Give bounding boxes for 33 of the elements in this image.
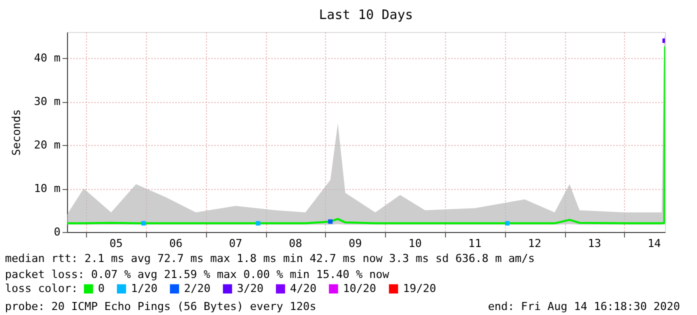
y-tick-label: 20 m (34, 138, 61, 152)
x-tick-label: 05 (109, 237, 123, 250)
legend-label: 0 (98, 282, 105, 295)
legend-label: 4/20 (290, 282, 316, 295)
point (505, 221, 510, 226)
text: end: Fri Aug 14 16:18:30 2020 (488, 300, 680, 313)
legend-label: 10/20 (343, 282, 376, 295)
x-tick-label: 13 (588, 237, 602, 250)
x-tick-label: 14 (648, 237, 662, 250)
x-tick-label: 11 (468, 237, 482, 250)
x-tick-label: 09 (348, 237, 362, 250)
legend-label: 3/20 (237, 282, 264, 295)
point (256, 221, 260, 226)
legend-label: 19/20 (403, 282, 436, 295)
legend-label: 2/20 (184, 282, 210, 295)
y-tick-label: 40 m (34, 52, 61, 65)
point (328, 219, 333, 224)
chart-title: Last 10 Days (319, 8, 413, 23)
y-tick-label: 10 m (34, 182, 61, 196)
x-tick-label: 12 (528, 237, 542, 250)
y-tick-label: 30 m (34, 95, 61, 108)
x-tick-label: 10 (408, 237, 422, 250)
y-tick-label: 0 (54, 226, 60, 238)
text: packet loss: 0.07 % avg 21.59 % max 0.00 % min 15.40 % now (5, 268, 390, 281)
text: probe: 20 ICMP Echo Pings (56 Bytes) every 120s (5, 300, 316, 313)
point (141, 221, 146, 226)
y-axis-title: Seconds (10, 109, 24, 156)
text: median rtt: 2.1 ms avg 72.7 ms max 1.8 ms min 42.7 ms now 3.3 ms sd 636.8 m am/s (5, 252, 535, 265)
legend-title: loss color: (5, 282, 78, 295)
x-tick-label: 08 (288, 237, 302, 250)
x-tick-label: 06 (169, 237, 183, 250)
x-tick-label: 07 (229, 237, 242, 250)
legend-label: 1/20 (131, 282, 158, 295)
